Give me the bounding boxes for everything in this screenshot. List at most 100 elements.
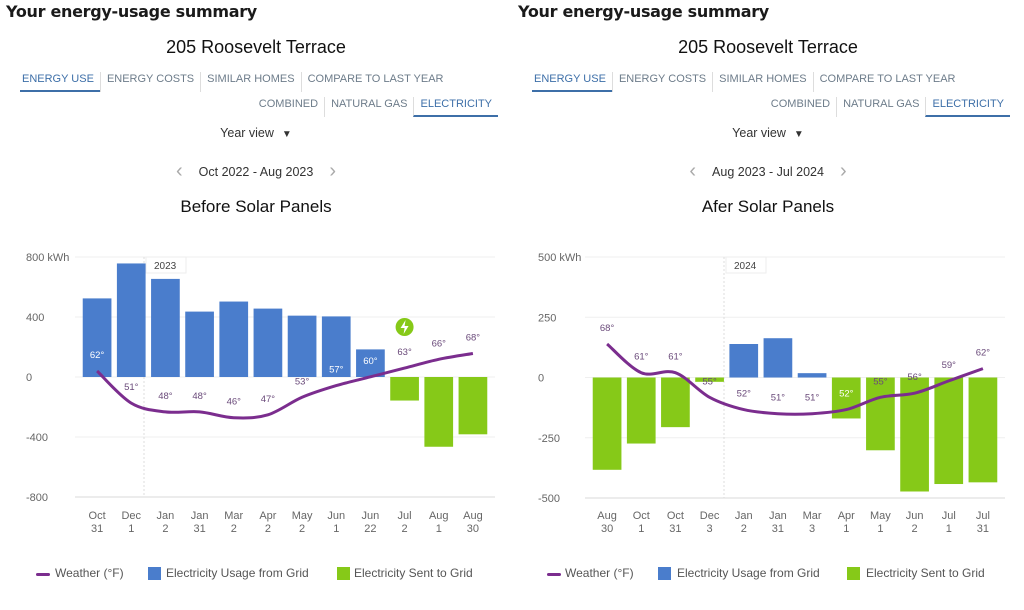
- sent-bar[interactable]: [866, 377, 895, 451]
- tab-combined[interactable]: COMBINED: [258, 98, 319, 110]
- weather-label: 66°: [432, 338, 447, 349]
- tab-similar-homes[interactable]: SIMILAR HOMES: [712, 72, 812, 92]
- chevron-left-icon[interactable]: ‹: [689, 160, 697, 182]
- legend-usage: Electricity Usage from Grid: [166, 566, 309, 580]
- chevron-left-icon[interactable]: ‹: [175, 160, 183, 182]
- y-tick-label: -800: [26, 492, 48, 504]
- x-tick-day: 1: [638, 523, 644, 535]
- x-tick-day: 1: [128, 523, 134, 535]
- x-tick-day: 2: [265, 523, 271, 535]
- usage-bar[interactable]: [151, 278, 180, 377]
- main-tabs: ENERGY USE ENERGY COSTS SIMILAR HOMES COMPA…: [20, 72, 449, 92]
- chevron-right-icon[interactable]: ›: [329, 160, 336, 182]
- usage-bar[interactable]: [321, 316, 351, 377]
- x-tick-month: Apr: [838, 510, 855, 522]
- sent-bar[interactable]: [968, 377, 998, 483]
- y-tick-label: 800 kWh: [26, 252, 69, 264]
- usage-bar[interactable]: [729, 344, 759, 378]
- tab-compare-to-last-year[interactable]: COMPARE TO LAST YEAR: [812, 72, 962, 92]
- x-tick-month: May: [292, 510, 313, 522]
- view-dropdown[interactable]: Year view ▼: [512, 126, 1024, 140]
- x-tick-month: Jul: [942, 510, 956, 522]
- energy-chart: 800 kWh4000-400-8002023Oct31Dec1Jan2Jan3…: [26, 252, 495, 535]
- sent-bar[interactable]: [695, 377, 724, 382]
- legend-weather: Weather (°F): [55, 566, 124, 580]
- tab-energy-use[interactable]: ENERGY USE: [532, 72, 612, 92]
- x-tick-month: Jun: [906, 510, 924, 522]
- sent-bar[interactable]: [626, 377, 656, 444]
- weather-label: 47°: [261, 394, 276, 405]
- tab-electricity[interactable]: ELECTRICITY: [413, 97, 498, 117]
- panel-before: Your energy-usage summary 205 Roosevelt T…: [0, 2, 512, 580]
- year-marker-box: [725, 256, 767, 274]
- sent-bar[interactable]: [424, 377, 454, 447]
- usage-bar[interactable]: [356, 349, 385, 377]
- usage-bar[interactable]: [82, 298, 112, 377]
- date-range-nav: ‹ Oct 2022 - Aug 2023 ›: [0, 160, 512, 183]
- tab-energy-costs[interactable]: ENERGY COSTS: [611, 72, 712, 92]
- weather-label: 46°: [227, 397, 242, 408]
- y-tick-label: 500 kWh: [538, 252, 581, 264]
- tab-natural-gas[interactable]: NATURAL GAS: [324, 97, 413, 117]
- legend-weather: Weather (°F): [565, 566, 634, 580]
- sent-bar[interactable]: [458, 377, 488, 435]
- address-title: 205 Roosevelt Terrace: [166, 37, 346, 57]
- lightning-bolt-icon[interactable]: [395, 318, 414, 336]
- usage-bar[interactable]: [116, 263, 146, 377]
- view-dropdown[interactable]: Year view ▼: [0, 126, 512, 140]
- weather-label: 48°: [192, 391, 207, 402]
- x-tick-day: 30: [467, 523, 479, 535]
- weather-legend-line-icon: [547, 573, 561, 576]
- panel-after: Your energy-usage summary 205 Roosevelt T…: [512, 0, 1024, 610]
- x-tick-month: Jun: [362, 510, 380, 522]
- x-tick-month: Mar: [803, 510, 822, 522]
- usage-legend-swatch-icon: [658, 567, 671, 580]
- usage-bar[interactable]: [797, 373, 827, 378]
- usage-bar[interactable]: [287, 315, 317, 377]
- weather-label: 55°: [873, 376, 888, 387]
- weather-label: 51°: [771, 393, 786, 404]
- sent-bar[interactable]: [900, 377, 929, 492]
- weather-label: 56°: [907, 372, 922, 383]
- tab-natural-gas[interactable]: NATURAL GAS: [836, 97, 925, 117]
- usage-bar[interactable]: [253, 308, 283, 377]
- sent-bar[interactable]: [661, 377, 690, 428]
- usage-bar[interactable]: [185, 311, 214, 377]
- x-tick-month: Dec: [121, 510, 141, 522]
- sent-bar[interactable]: [592, 377, 622, 470]
- tab-electricity[interactable]: ELECTRICITY: [925, 97, 1010, 117]
- view-label: Year view: [220, 126, 274, 140]
- weather-label: 53°: [295, 376, 310, 387]
- y-tick-label: 400: [26, 312, 44, 324]
- x-tick-day: 2: [741, 523, 747, 535]
- usage-bar[interactable]: [219, 301, 249, 377]
- tab-compare-to-last-year[interactable]: COMPARE TO LAST YEAR: [300, 72, 450, 92]
- y-tick-label: -250: [538, 433, 560, 445]
- weather-label: 55°: [702, 376, 717, 387]
- weather-label: 59°: [942, 360, 957, 371]
- legend-sent: Electricity Sent to Grid: [866, 566, 985, 580]
- weather-label: 52°: [737, 389, 752, 400]
- weather-label: 52°: [839, 389, 854, 400]
- tab-combined[interactable]: COMBINED: [770, 98, 831, 110]
- sent-bar[interactable]: [934, 377, 964, 485]
- x-tick-month: Jan: [157, 510, 175, 522]
- x-tick-day: 1: [843, 523, 849, 535]
- y-tick-label: 0: [26, 372, 32, 384]
- tab-similar-homes[interactable]: SIMILAR HOMES: [200, 72, 300, 92]
- y-tick-label: 0: [538, 373, 544, 385]
- x-tick-month: Aug: [429, 510, 449, 522]
- weather-label: 62°: [90, 350, 105, 361]
- weather-legend-line-icon: [36, 573, 50, 576]
- tab-energy-costs[interactable]: ENERGY COSTS: [99, 72, 200, 92]
- weather-label: 51°: [805, 393, 820, 404]
- sent-bar[interactable]: [390, 377, 419, 401]
- x-tick-day: 1: [333, 523, 339, 535]
- x-tick-month: Jan: [191, 510, 209, 522]
- legend-sent: Electricity Sent to Grid: [354, 566, 473, 580]
- x-tick-day: 1: [436, 523, 442, 535]
- chevron-right-icon[interactable]: ›: [839, 160, 847, 182]
- tab-energy-use[interactable]: ENERGY USE: [20, 72, 100, 92]
- weather-label: 62°: [976, 348, 991, 359]
- usage-bar[interactable]: [763, 338, 793, 378]
